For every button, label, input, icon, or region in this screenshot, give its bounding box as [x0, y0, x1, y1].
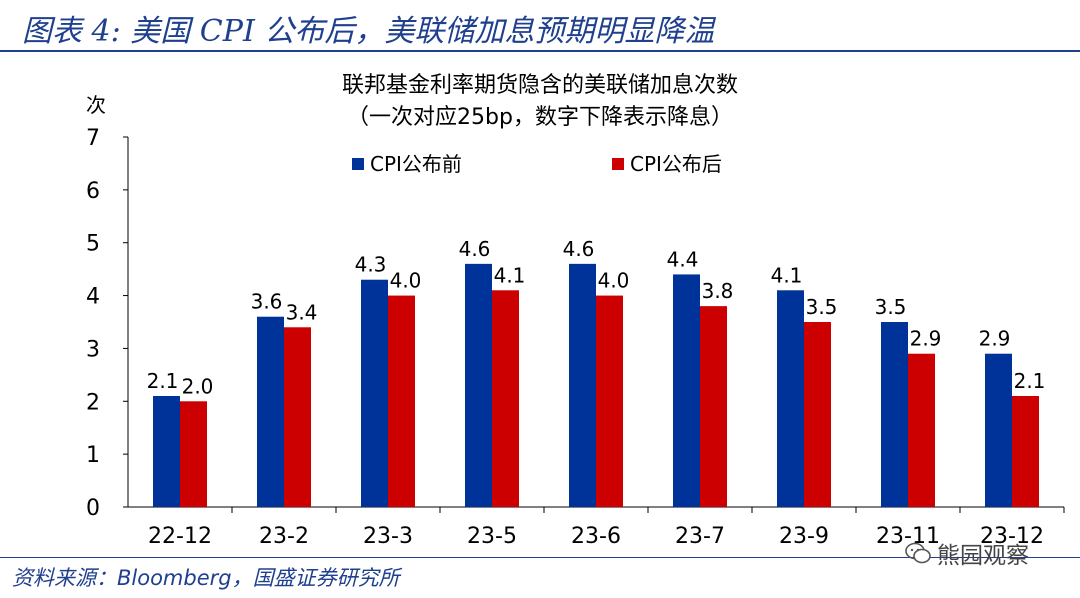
bar-after-cpi: [908, 353, 935, 507]
bar-before-cpi: [153, 396, 180, 507]
y-tick-label: 0: [86, 496, 100, 521]
legend-label: CPI公布前: [370, 152, 462, 176]
bar-chart: 联邦基金利率期货隐含的美联储加息次数 （一次对应25bp，数字下降表示降息） 次…: [86, 73, 1065, 549]
data-label: 2.9: [979, 327, 1011, 351]
bar-after-cpi: [700, 306, 727, 507]
data-label: 4.0: [598, 269, 630, 293]
y-tick-label: 5: [86, 232, 100, 257]
wechat-icon: [905, 542, 931, 564]
x-tick-label: 22-12: [148, 524, 212, 549]
data-label: 3.5: [875, 295, 907, 319]
data-label: 4.1: [494, 263, 526, 287]
y-axis-label: 次: [86, 93, 106, 117]
bar-before-cpi: [465, 263, 492, 507]
x-tick-label: 23-3: [363, 524, 413, 549]
y-tick-label: 4: [86, 285, 100, 310]
data-label: 4.4: [667, 247, 699, 271]
data-label: 3.6: [251, 290, 283, 314]
bar-after-cpi: [284, 327, 311, 507]
bar-before-cpi: [985, 353, 1012, 507]
data-label: 2.1: [147, 369, 179, 393]
data-label: 2.0: [182, 374, 214, 398]
y-tick-label: 2: [86, 390, 100, 415]
bar-before-cpi: [777, 290, 804, 507]
y-tick-label: 3: [86, 337, 100, 362]
data-label: 4.3: [355, 253, 387, 277]
x-tick-label: 23-2: [259, 524, 309, 549]
bar-after-cpi: [388, 295, 415, 507]
bar-after-cpi: [804, 322, 831, 507]
watermark: 熊园观察: [905, 536, 1029, 570]
data-label: 3.8: [702, 279, 734, 303]
bar-before-cpi: [881, 322, 908, 507]
legend-swatch: [352, 158, 364, 170]
chart-subtitle: （一次对应25bp，数字下降表示降息）: [347, 105, 733, 130]
bar-before-cpi: [673, 274, 700, 507]
bar-after-cpi: [180, 401, 207, 507]
bar-after-cpi: [1012, 396, 1039, 507]
data-label: 2.1: [1014, 369, 1046, 393]
data-label: 4.1: [771, 263, 803, 287]
data-label: 3.4: [286, 300, 318, 324]
x-tick-label: 23-6: [571, 524, 621, 549]
data-label: 4.6: [459, 237, 491, 261]
source-note: 资料来源：Bloomberg，国盛证券研究所: [12, 566, 400, 590]
data-label: 2.9: [910, 327, 942, 351]
legend-label: CPI公布后: [630, 152, 722, 176]
data-label: 4.0: [390, 269, 422, 293]
footer-divider: [0, 557, 1080, 558]
bar-before-cpi: [569, 263, 596, 507]
bar-after-cpi: [492, 290, 519, 507]
figure-title: 图表 4: 美国 CPI 公布后，美联储加息预期明显降温: [22, 14, 715, 49]
bar-after-cpi: [596, 295, 623, 507]
data-label: 3.5: [806, 295, 838, 319]
data-label: 4.6: [563, 237, 595, 261]
y-tick-label: 6: [86, 179, 100, 204]
title-divider: [0, 50, 1080, 52]
watermark-text: 熊园观察: [937, 543, 1029, 569]
x-tick-label: 23-11: [876, 524, 940, 549]
y-tick-label: 7: [86, 126, 100, 151]
x-tick-label: 23-12: [980, 524, 1044, 549]
x-tick-label: 23-5: [467, 524, 517, 549]
chart-title: 联邦基金利率期货隐含的美联储加息次数: [342, 73, 738, 98]
x-tick-label: 23-9: [779, 524, 829, 549]
x-tick-label: 23-7: [675, 524, 725, 549]
bar-before-cpi: [361, 279, 388, 507]
bar-before-cpi: [257, 316, 284, 507]
legend-swatch: [612, 158, 624, 170]
y-tick-label: 1: [86, 443, 100, 468]
